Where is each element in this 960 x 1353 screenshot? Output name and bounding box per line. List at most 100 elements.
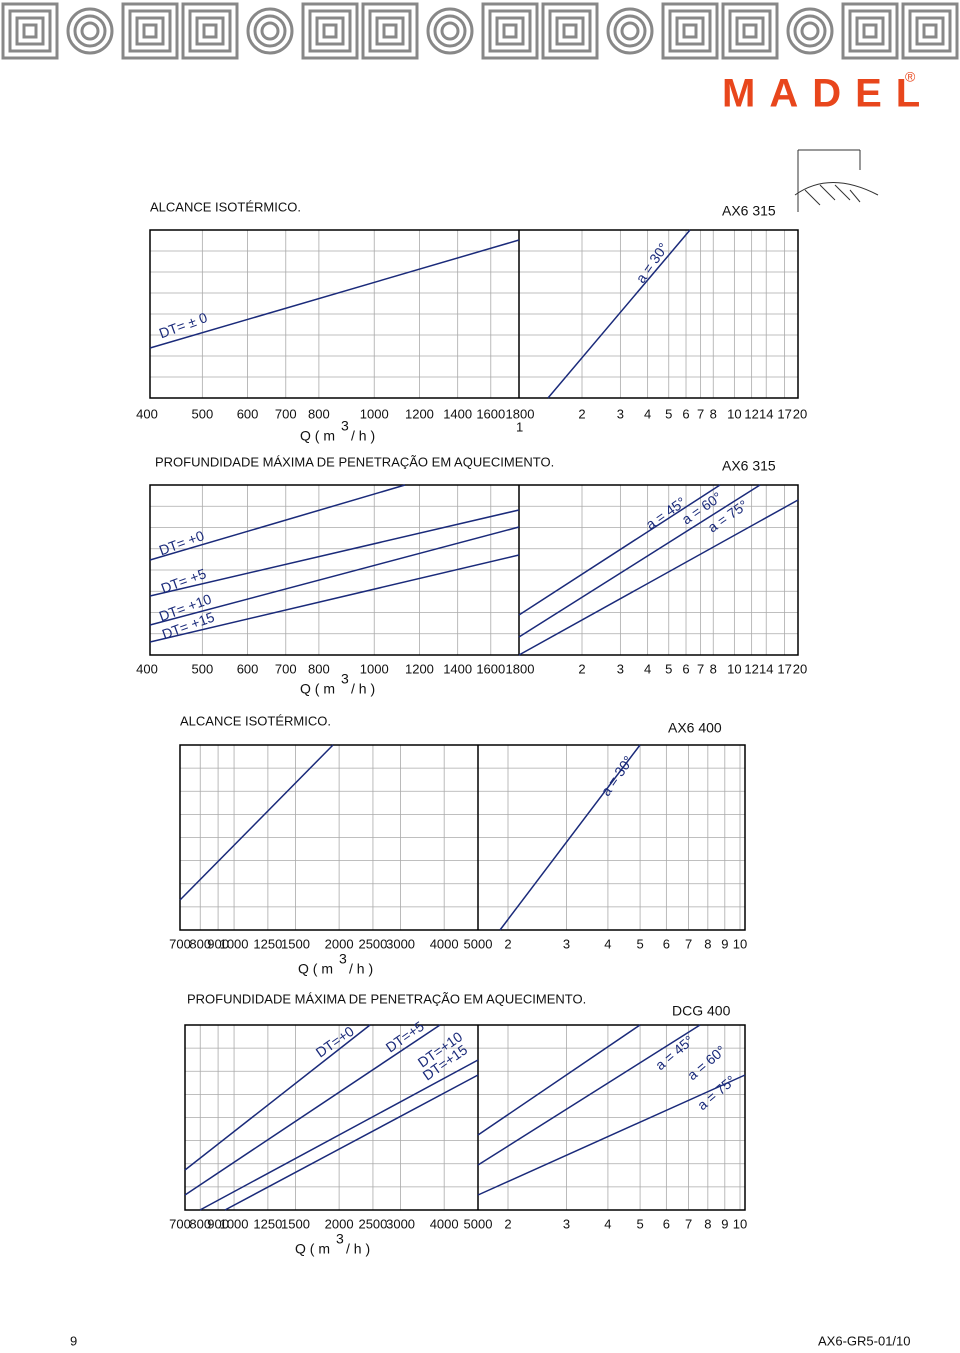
tick-label: 3000 [386,936,415,951]
axis-note: 1 [516,419,523,434]
deco-square [495,16,525,46]
tick-label: 1200 [405,661,434,676]
tick-label: 4000 [430,1216,459,1231]
chart-panel: PROFUNDIDADE MÁXIMA DE PENETRAÇÃO EM AQU… [136,454,807,696]
tick-label: 700 [275,406,297,421]
curve [149,239,520,349]
tick-label: 7 [685,936,692,951]
tick-label: 2 [578,661,585,676]
deco-ring [613,14,647,48]
curve [149,526,520,626]
tick-label: 8 [704,936,711,951]
deco-square [901,2,959,60]
doc-code: AX6-GR5-01/10 [818,1333,911,1348]
deco-square [488,9,532,53]
curve [224,1074,479,1211]
deco-square [382,23,398,39]
line-label: DT= +0 [157,527,207,558]
deco-square [121,2,179,60]
registered: ® [905,69,916,85]
page-number: 9 [70,1333,77,1348]
deco-square [481,2,539,60]
axis-label: Q ( m [300,428,335,444]
deco-square [1,2,59,60]
deco-ring [246,7,294,55]
deco-square [308,9,352,53]
line-label: a = 75° [694,1072,739,1113]
curve [518,484,721,616]
curve [477,1024,641,1136]
tick-label: 2 [504,936,511,951]
brand: MADEL [722,72,934,116]
tick-label: 600 [237,406,259,421]
tick-label: 1500 [281,936,310,951]
tick-label: 3 [563,936,570,951]
axis-sup: 3 [336,1231,344,1247]
deco-square [361,2,419,60]
tick-label: 2 [504,1216,511,1231]
panel-model: DCG 400 [672,1003,731,1019]
axis-label: Q ( m [295,1241,330,1257]
panel-caption: ALCANCE ISOTÉRMICO. [150,199,301,214]
deco-square [728,9,772,53]
tick-label: 400 [136,406,158,421]
tick-label: 7 [685,1216,692,1231]
tick-label: 800 [308,406,330,421]
tick-label: 5000 [464,936,493,951]
deco-square [848,9,892,53]
tick-label: 500 [191,406,213,421]
panel-frame [149,484,799,656]
deco-square [555,16,585,46]
tick-label: 2000 [325,936,354,951]
tick-label: 6 [682,406,689,421]
tick-label: 10 [727,661,741,676]
tick-label: 4000 [430,936,459,951]
deco-square [675,16,705,46]
tick-label: 14 [759,406,773,421]
tick-label: 17 [777,406,791,421]
tick-label: 900 [207,936,229,951]
tick-label: 3000 [386,1216,415,1231]
curve [518,499,799,656]
deco-square [841,2,899,60]
tick-label: 5 [636,1216,643,1231]
tick-label: 1800 [506,661,535,676]
tick-label: 4 [604,936,611,951]
chart-panel: PROFUNDIDADE MÁXIMA DE PENETRAÇÃO EM AQU… [169,991,747,1256]
curve [149,484,406,561]
curve [477,1024,701,1166]
tick-label: 8 [710,406,717,421]
axis-label: Q ( m [300,681,335,697]
axis-sup: 3 [339,951,347,967]
tick-label: 9 [721,1216,728,1231]
tick-label: 5 [665,406,672,421]
tick-label: 1000 [220,1216,249,1231]
tick-label: 10 [733,1216,747,1231]
tick-label: 1600 [476,406,505,421]
deco-square [202,23,218,39]
panel-model: AX6 315 [722,203,776,219]
tick-label: 1250 [253,936,282,951]
deco-square [142,23,158,39]
tick-label: 1800 [506,406,535,421]
tick-label: 1000 [220,936,249,951]
deco-square [922,23,938,39]
axis-end: / h ) [351,428,375,444]
line-label: DT=+5 [383,1018,427,1056]
deco-square [668,9,712,53]
deco-square [721,2,779,60]
deco-square [562,23,578,39]
deco-square [301,2,359,60]
deco-ring [606,7,654,55]
tick-label: 9 [721,936,728,951]
panel-caption: PROFUNDIDADE MÁXIMA DE PENETRAÇÃO EM AQU… [187,991,586,1006]
deco-square [368,9,412,53]
deco-square [322,23,338,39]
tick-label: 900 [207,1216,229,1231]
tick-label: 5 [665,661,672,676]
tick-label: 14 [759,661,773,676]
tick-label: 1400 [443,661,472,676]
tick-label: 1200 [405,406,434,421]
